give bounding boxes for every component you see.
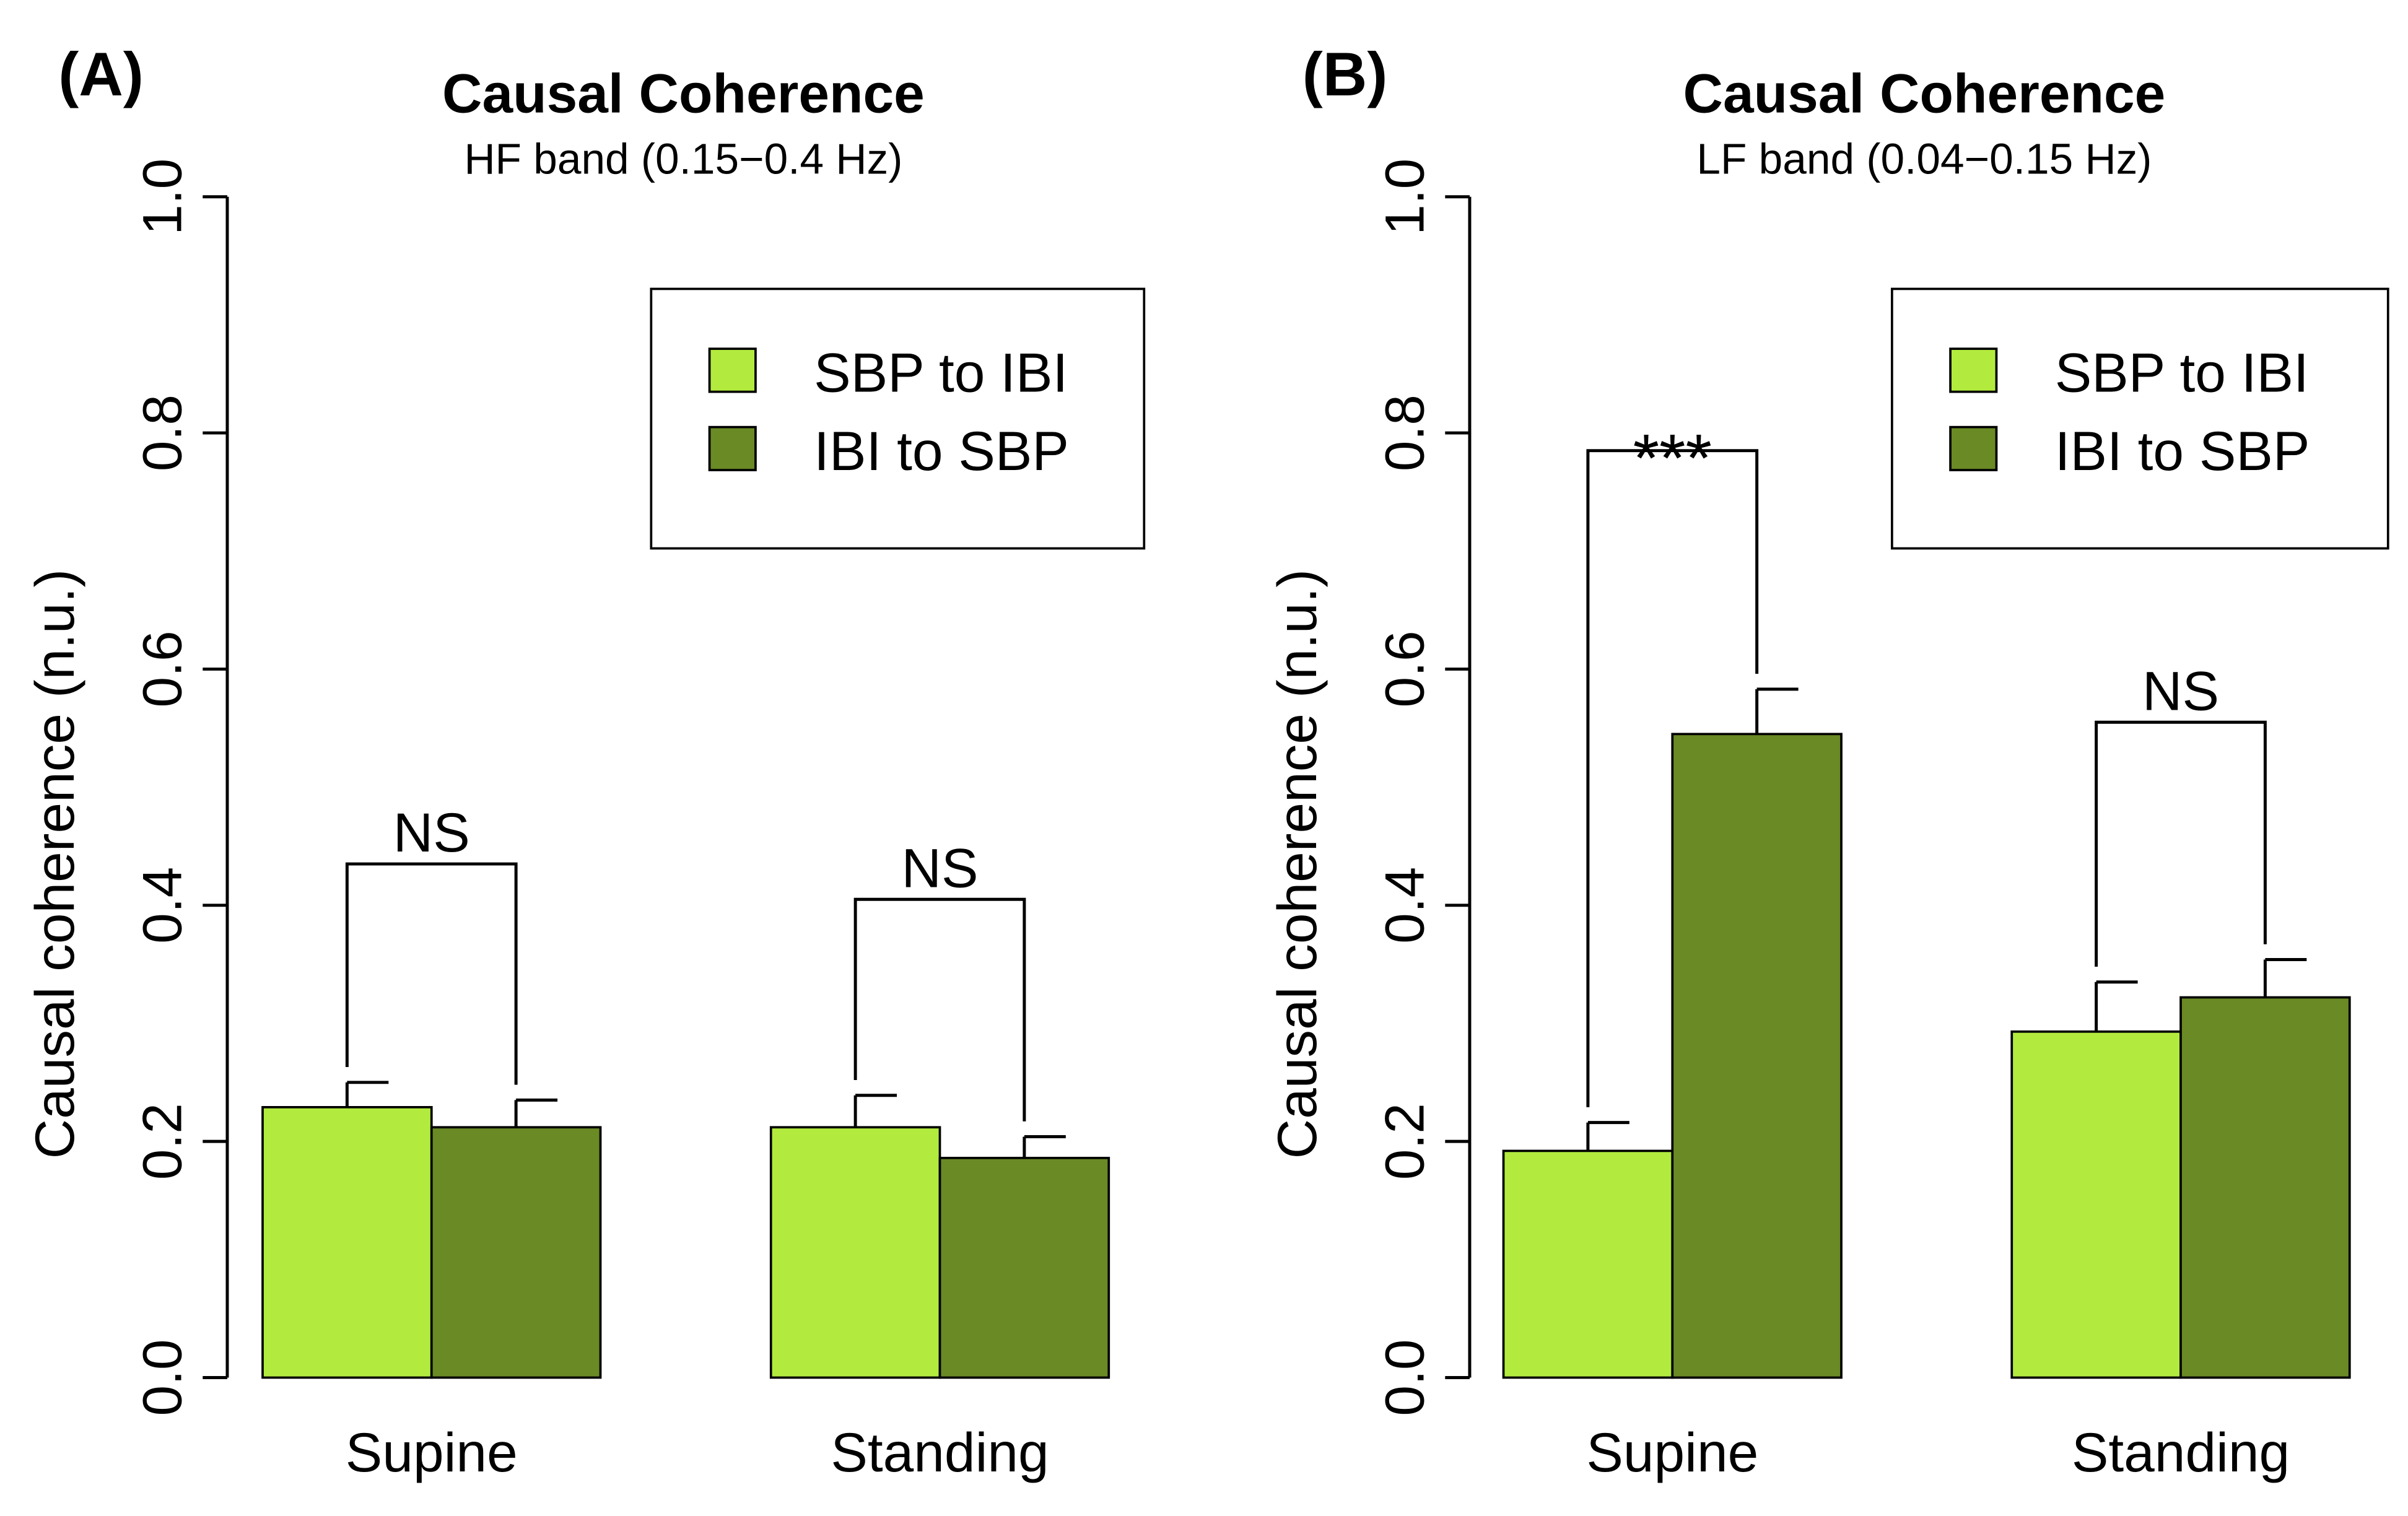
y-tick-label: 0.4 <box>131 867 193 944</box>
y-tick-label: 0.2 <box>131 1103 193 1180</box>
y-tick-label: 0.6 <box>131 630 193 707</box>
legend-label: IBI to SBP <box>814 420 1069 482</box>
legend-box <box>1890 287 2389 550</box>
legend: SBP to IBI IBI to SBP <box>650 287 1146 550</box>
x-tick-label: Supine <box>346 1421 518 1483</box>
y-axis-label: Causal coherence (n.u.) <box>1266 569 1328 1159</box>
y-tick-label: 0.0 <box>131 1339 193 1416</box>
panel-b: (B) Causal Coherence LF band (0.04−0.15 Hz… <box>1266 40 2389 1483</box>
chart-subtitle: LF band (0.04−0.15 Hz) <box>1696 135 2152 183</box>
bar-ibi-to-sbp-supine <box>1671 733 1843 1379</box>
chart-title: Causal Coherence <box>442 62 925 124</box>
panel-a: (A) Causal Coherence HF band (0.15−0.4 Hz)… <box>24 40 1146 1483</box>
y-tick-label: 1.0 <box>131 159 193 235</box>
bar-ibi-to-sbp-supine <box>430 1126 602 1379</box>
bar-sbp-to-ibi-standing <box>769 1126 941 1379</box>
legend: SBP to IBI IBI to SBP <box>1890 287 2389 550</box>
significance-label: NS <box>902 837 979 899</box>
chart-title: Causal Coherence <box>1683 62 2166 124</box>
x-tick-label: Standing <box>2072 1421 2290 1483</box>
bar-sbp-to-ibi-supine <box>261 1105 433 1379</box>
legend-label: SBP to IBI <box>814 342 1068 404</box>
x-tick-label: Standing <box>831 1421 1049 1483</box>
y-tick-label: 0.4 <box>1374 867 1436 944</box>
legend-swatch <box>1949 347 1998 393</box>
legend-swatch <box>1949 425 1998 471</box>
y-tick-label: 0.8 <box>131 394 193 471</box>
y-tick-label: 0.2 <box>1374 1103 1436 1180</box>
y-tick-label: 0.0 <box>1374 1339 1436 1416</box>
legend-box <box>650 287 1146 550</box>
y-tick-label: 1.0 <box>1374 159 1436 235</box>
legend-label: IBI to SBP <box>2055 420 2310 482</box>
y-tick-label: 0.8 <box>1374 394 1436 471</box>
bar-ibi-to-sbp-standing <box>2179 996 2351 1379</box>
legend-swatch <box>708 347 757 393</box>
chart-subtitle: HF band (0.15−0.4 Hz) <box>464 135 902 183</box>
significance-label: NS <box>2142 660 2219 721</box>
bar-ibi-to-sbp-standing <box>938 1156 1110 1379</box>
legend-swatch <box>708 425 757 471</box>
panel-label: (B) <box>1302 40 1388 109</box>
y-axis-label: Causal coherence (n.u.) <box>24 569 85 1159</box>
significance-bracket <box>1586 449 1759 1107</box>
y-tick-label: 0.6 <box>1374 630 1436 707</box>
x-tick-label: Supine <box>1586 1421 1758 1483</box>
significance-bracket <box>853 897 1026 1122</box>
bar-sbp-to-ibi-standing <box>2010 1030 2182 1379</box>
bar-sbp-to-ibi-supine <box>1502 1149 1674 1379</box>
significance-label: *** <box>1633 420 1712 496</box>
significance-bracket <box>345 862 518 1085</box>
panel-label: (A) <box>58 40 144 109</box>
significance-bracket <box>2095 720 2267 967</box>
significance-label: NS <box>393 801 470 863</box>
legend-label: SBP to IBI <box>2055 342 2309 404</box>
